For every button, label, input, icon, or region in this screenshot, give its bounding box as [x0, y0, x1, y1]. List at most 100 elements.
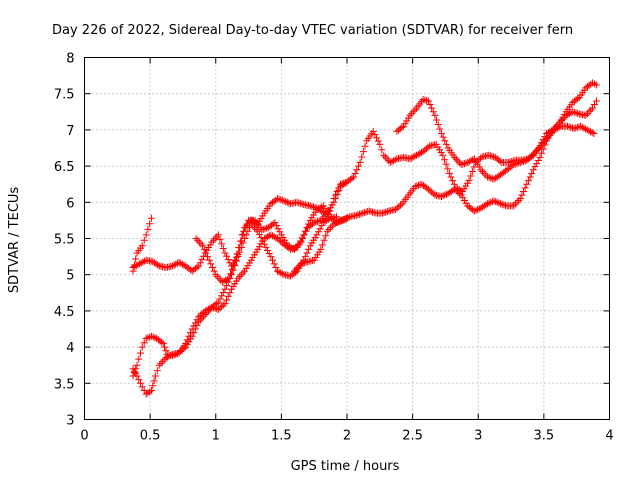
data-point-marker: [139, 258, 147, 266]
data-point-marker: [267, 253, 275, 261]
data-point-marker: [289, 244, 297, 252]
data-point-marker: [153, 367, 161, 375]
data-point-marker: [373, 134, 381, 142]
data-point-marker: [451, 153, 459, 161]
data-point-marker: [439, 133, 447, 141]
data-point-marker: [147, 332, 155, 340]
data-point-marker: [541, 133, 549, 141]
data-point-marker: [198, 310, 206, 318]
data-point-marker: [409, 153, 417, 161]
data-point-marker: [237, 271, 245, 279]
data-point-marker: [229, 266, 237, 274]
data-point-marker: [212, 271, 220, 279]
data-point-marker: [416, 181, 424, 189]
data-point-marker: [129, 263, 137, 271]
data-point-marker: [269, 220, 277, 228]
data-point-marker: [135, 376, 143, 384]
data-point-marker: [193, 263, 201, 271]
data-point-marker: [214, 231, 222, 239]
data-point-marker: [161, 343, 169, 351]
data-point-marker: [348, 174, 356, 182]
data-point-marker: [523, 180, 531, 188]
data-point-marker: [318, 203, 326, 211]
data-point-marker: [442, 160, 450, 168]
data-point-marker: [354, 162, 362, 170]
data-point-marker: [585, 127, 593, 135]
data-point-marker: [142, 334, 150, 342]
data-point-marker: [224, 255, 232, 263]
data-point-marker: [273, 195, 281, 203]
data-point-marker: [236, 237, 244, 245]
y-tick-label: 6.5: [54, 160, 75, 175]
data-point-marker: [320, 213, 328, 221]
data-point-marker: [500, 201, 508, 209]
data-point-marker: [538, 139, 546, 147]
data-point-marker: [511, 160, 519, 168]
data-point-marker: [295, 199, 303, 207]
data-point-marker: [221, 300, 229, 308]
data-point-marker: [570, 124, 578, 132]
data-point-marker: [228, 271, 235, 279]
data-point-marker: [380, 209, 388, 217]
data-point-marker: [343, 214, 351, 222]
y-tick-label: 4: [66, 341, 74, 356]
data-point-marker: [277, 196, 285, 204]
data-point-marker: [496, 157, 504, 165]
data-point-marker: [310, 219, 318, 227]
data-point-marker: [220, 277, 228, 285]
data-point-marker: [303, 249, 311, 257]
data-point-marker: [477, 166, 485, 174]
series-track-1: [129, 214, 155, 275]
data-point-marker: [144, 225, 152, 233]
data-point-marker: [230, 261, 238, 269]
data-point-marker: [590, 101, 598, 109]
data-markers: [129, 79, 600, 398]
y-tick-label: 5: [66, 269, 74, 284]
data-point-marker: [277, 237, 285, 245]
chart-title: Day 226 of 2022, Sidereal Day-to-day VTE…: [52, 23, 573, 38]
data-point-marker: [515, 196, 523, 204]
data-point-marker: [382, 208, 390, 216]
data-point-marker: [272, 263, 280, 271]
data-point-marker: [359, 209, 367, 217]
data-point-marker: [277, 269, 285, 277]
data-point-marker: [421, 146, 429, 154]
data-point-marker: [358, 153, 366, 161]
data-point-marker: [142, 231, 150, 239]
data-point-marker: [585, 108, 593, 116]
data-point-marker: [592, 81, 600, 89]
data-point-marker: [147, 214, 155, 222]
data-point-marker: [490, 153, 498, 161]
data-point-marker: [225, 274, 233, 282]
data-point-marker: [333, 218, 341, 226]
data-point-marker: [439, 192, 447, 200]
data-point-marker: [353, 166, 361, 174]
data-point-marker: [504, 158, 512, 166]
data-point-marker: [131, 263, 139, 271]
data-point-marker: [429, 108, 437, 116]
data-point-marker: [546, 128, 554, 136]
data-point-marker: [367, 208, 375, 216]
data-point-marker: [313, 217, 321, 225]
data-point-marker: [355, 210, 363, 218]
data-point-marker: [411, 106, 419, 114]
data-point-marker: [316, 204, 324, 212]
data-point-marker: [343, 178, 351, 186]
data-point-marker: [216, 295, 224, 303]
data-point-marker: [325, 225, 333, 233]
data-point-marker: [168, 262, 176, 270]
data-point-marker: [138, 242, 146, 250]
data-point-marker: [376, 140, 384, 148]
data-point-marker: [200, 245, 208, 253]
data-point-marker: [383, 155, 391, 163]
data-point-marker: [426, 101, 434, 109]
data-point-marker: [365, 207, 373, 215]
data-point-marker: [265, 250, 273, 258]
data-point-marker: [259, 237, 267, 245]
data-point-marker: [236, 273, 244, 281]
data-point-marker: [318, 215, 326, 223]
data-point-marker: [354, 211, 362, 219]
x-tick-label: 1: [212, 429, 220, 444]
data-point-marker: [578, 123, 586, 131]
data-point-marker: [474, 206, 482, 214]
